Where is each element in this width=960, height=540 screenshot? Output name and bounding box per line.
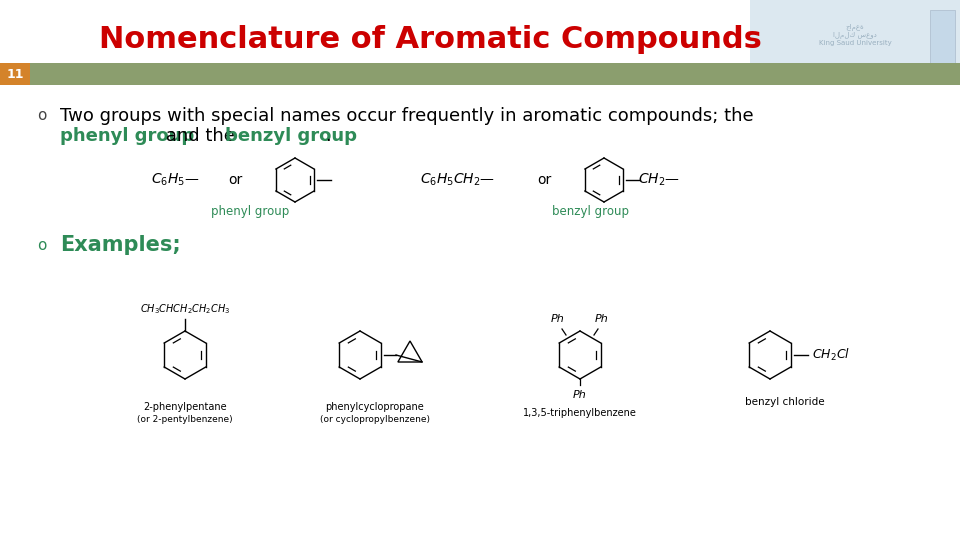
Text: benzyl group: benzyl group [551, 206, 629, 219]
Text: .: . [324, 127, 330, 145]
Text: benzyl group: benzyl group [226, 127, 357, 145]
Text: phenyl group: phenyl group [211, 206, 289, 219]
Text: Two groups with special names occur frequently in aromatic compounds; the: Two groups with special names occur freq… [60, 107, 754, 125]
Bar [930, 10, 955, 65]
Text: Ph: Ph [573, 390, 587, 400]
Text: benzyl chloride: benzyl chloride [745, 397, 825, 407]
Text: and the: and the [159, 127, 240, 145]
Text: $CH_2Cl$: $CH_2Cl$ [812, 347, 851, 363]
Text: Examples;: Examples; [60, 235, 180, 255]
Text: Ph: Ph [551, 314, 564, 324]
Text: Nomenclature of Aromatic Compounds: Nomenclature of Aromatic Compounds [99, 25, 761, 55]
Text: $CH_3CHCH_2CH_2CH_3$: $CH_3CHCH_2CH_2CH_3$ [140, 302, 230, 316]
Text: phenylcyclopropane: phenylcyclopropane [325, 402, 424, 412]
Text: o: o [37, 238, 47, 253]
Text: جامعة
الملك سعود
King Saud University: جامعة الملك سعود King Saud University [819, 24, 892, 46]
Text: $C_6H_5$—: $C_6H_5$— [151, 172, 200, 188]
Text: or: or [228, 173, 242, 187]
Text: $CH_2$—: $CH_2$— [638, 172, 680, 188]
Text: $C_6H_5CH_2$—: $C_6H_5CH_2$— [420, 172, 495, 188]
Text: (or 2-pentylbenzene): (or 2-pentylbenzene) [137, 415, 233, 424]
Text: (or cyclopropylbenzene): (or cyclopropylbenzene) [320, 415, 430, 424]
Bar [0, 63, 30, 85]
Text: 1,3,5-triphenylbenzene: 1,3,5-triphenylbenzene [523, 408, 636, 418]
Text: Ph: Ph [595, 314, 609, 324]
Text: 11: 11 [7, 68, 24, 80]
Bar [0, 63, 960, 85]
Text: or: or [537, 173, 551, 187]
Text: o: o [37, 109, 47, 124]
Text: 2-phenylpentane: 2-phenylpentane [143, 402, 227, 412]
Text: phenyl group: phenyl group [60, 127, 194, 145]
Bar [750, 0, 960, 70]
